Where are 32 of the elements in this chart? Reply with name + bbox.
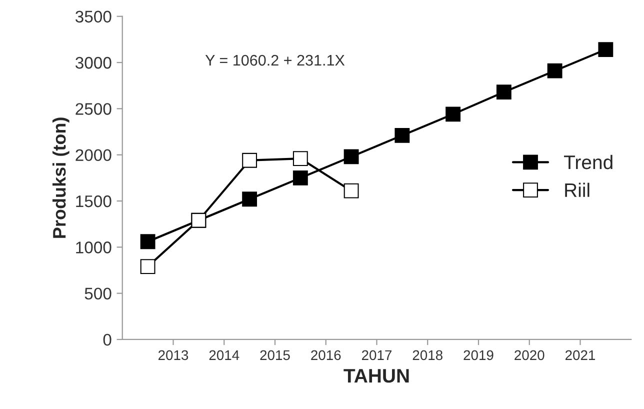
y-tick-label: 2000 xyxy=(76,149,112,162)
legend-label: Trend xyxy=(564,154,612,170)
point xyxy=(242,192,258,207)
y-tick-label: 500 xyxy=(84,288,112,300)
x-tick-label: 2020 xyxy=(514,350,544,360)
x-tick-label: 2013 xyxy=(158,350,188,360)
x-tick-label: 2015 xyxy=(260,350,290,360)
point xyxy=(496,84,512,100)
point xyxy=(344,149,359,164)
y-tick-label: 1500 xyxy=(76,195,112,208)
x-tick-label: 2018 xyxy=(412,350,442,360)
point xyxy=(598,42,614,58)
x-tick-label: 2014 xyxy=(209,350,240,360)
point xyxy=(394,128,410,143)
point xyxy=(547,63,562,78)
x-tick-label: 2017 xyxy=(362,350,392,360)
x-axis-title: TAHUN xyxy=(344,369,409,383)
legend-label: Riil xyxy=(565,182,590,197)
point xyxy=(242,152,258,168)
y-tick-label: 3500 xyxy=(76,10,112,23)
annotation: Y = 1060.2 + 231.1X xyxy=(205,54,345,66)
point xyxy=(140,234,156,250)
point xyxy=(446,106,461,122)
y-tick-label: 1000 xyxy=(76,242,112,254)
x-tick-label: 2019 xyxy=(464,350,494,360)
point xyxy=(292,170,308,186)
y-tick-label: 2500 xyxy=(76,103,112,115)
y-tick-label: 3000 xyxy=(76,56,112,69)
y-tick-label: 0 xyxy=(103,334,112,346)
y-axis-title: Produksi (ton) xyxy=(52,118,70,238)
x-tick-label: 2016 xyxy=(311,350,341,360)
x-tick-label: 2021 xyxy=(565,350,596,360)
